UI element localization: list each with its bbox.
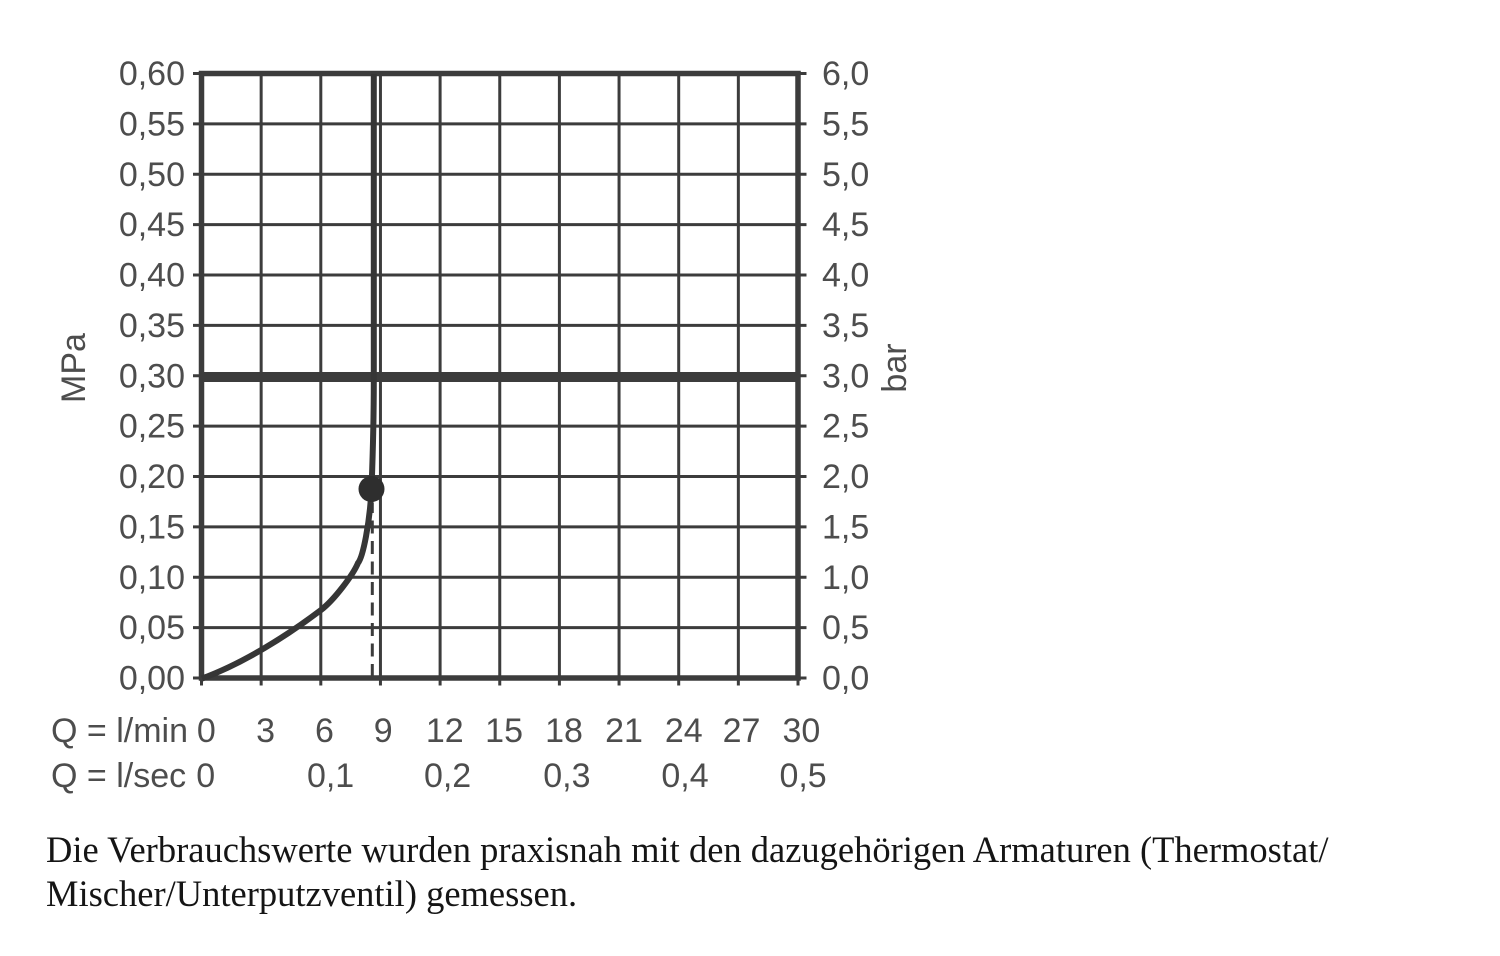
svg-text:0,45: 0,45 [119,206,185,244]
svg-text:MPa: MPa [55,333,93,403]
svg-text:1,5: 1,5 [822,508,869,546]
svg-text:9: 9 [374,712,393,750]
svg-text:0,3: 0,3 [543,757,590,795]
svg-text:0,60: 0,60 [119,55,185,93]
svg-text:Q = l/min: Q = l/min [51,712,188,750]
svg-text:0,15: 0,15 [119,508,185,546]
svg-text:4,0: 4,0 [822,257,869,295]
svg-text:0,55: 0,55 [119,105,185,143]
svg-text:1,0: 1,0 [822,559,869,597]
svg-text:Die Verbrauchswerte wurden pra: Die Verbrauchswerte wurden praxisnah mit… [46,829,1329,870]
svg-text:0,10: 0,10 [119,559,185,597]
svg-text:3: 3 [256,712,275,750]
svg-text:Q = l/sec: Q = l/sec [51,757,186,795]
svg-text:4,5: 4,5 [822,206,869,244]
svg-text:2,5: 2,5 [822,408,869,446]
svg-text:3,0: 3,0 [822,357,869,395]
svg-text:6: 6 [315,712,334,750]
svg-text:0,35: 0,35 [119,307,185,345]
svg-text:0,1: 0,1 [307,757,354,795]
svg-text:5,0: 5,0 [822,156,869,194]
svg-text:24: 24 [665,712,703,750]
svg-text:0,5: 0,5 [779,757,826,795]
svg-text:2,0: 2,0 [822,458,869,496]
svg-text:30: 30 [782,712,820,750]
svg-text:6,0: 6,0 [822,55,869,93]
svg-text:0,00: 0,00 [119,660,185,698]
svg-text:0,0: 0,0 [822,660,869,698]
svg-text:0,30: 0,30 [119,357,185,395]
svg-text:0: 0 [196,757,215,795]
svg-text:18: 18 [545,712,583,750]
svg-text:Mischer/Unterputzventil) gemes: Mischer/Unterputzventil) gemessen. [46,873,577,914]
svg-text:0,5: 0,5 [822,609,869,647]
svg-text:0,05: 0,05 [119,609,185,647]
svg-text:5,5: 5,5 [822,105,869,143]
svg-text:15: 15 [485,712,523,750]
svg-text:0,20: 0,20 [119,458,185,496]
svg-text:0,25: 0,25 [119,408,185,446]
svg-text:0,4: 0,4 [661,757,708,795]
svg-text:3,5: 3,5 [822,307,869,345]
svg-text:0: 0 [197,712,216,750]
svg-text:0,50: 0,50 [119,156,185,194]
svg-text:0,40: 0,40 [119,257,185,295]
svg-text:0,2: 0,2 [424,757,471,795]
svg-text:bar: bar [876,343,914,392]
svg-text:27: 27 [723,712,761,750]
svg-text:12: 12 [426,712,464,750]
svg-text:21: 21 [605,712,643,750]
